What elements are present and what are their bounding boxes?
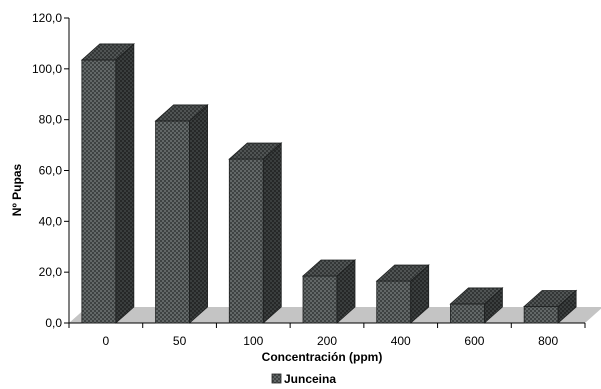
bar — [154, 104, 209, 324]
bar — [523, 289, 578, 324]
bar — [80, 43, 135, 324]
bar-front — [523, 306, 559, 324]
y-tick-label: 80,0 — [39, 113, 63, 127]
labels-layer: 0,0 20,0 40,0 60,0 80,0 100,0 120,0 0 50 100 200 40… — [32, 11, 559, 348]
x-tick-label: 0 — [103, 334, 110, 348]
bar-front — [81, 59, 117, 324]
bar-top — [80, 43, 135, 61]
bar-top — [301, 259, 357, 277]
bar-top — [375, 264, 430, 282]
x-tick-label: 100 — [243, 334, 263, 348]
bar — [375, 264, 430, 324]
bar-top — [154, 104, 209, 122]
x-tick-label: 400 — [391, 334, 411, 348]
bar — [301, 259, 357, 324]
bar-front — [228, 158, 264, 324]
bar-side — [262, 142, 282, 324]
bar-front — [376, 280, 412, 324]
bar — [449, 287, 504, 324]
bar-side — [115, 43, 135, 324]
bars-layer — [80, 43, 578, 324]
x-tick-label: 600 — [464, 334, 484, 348]
bar-side — [189, 104, 208, 324]
legend-label: Junceina — [284, 372, 336, 386]
x-tick-label: 800 — [538, 334, 558, 348]
x-axis-title: Concentración (ppm) — [262, 350, 383, 364]
x-tick-label: 200 — [317, 334, 337, 348]
bar-top — [449, 287, 504, 305]
legend: Junceina — [271, 372, 336, 386]
bar-front — [155, 120, 190, 324]
y-tick-label: 100,0 — [32, 62, 62, 76]
bar-top — [228, 142, 283, 160]
y-tick-label: 20,0 — [39, 265, 63, 279]
legend-swatch — [271, 373, 282, 384]
y-tick-label: 0,0 — [45, 316, 62, 330]
x-tick-label: 50 — [173, 334, 187, 348]
bar-front — [450, 303, 485, 324]
bar-top — [523, 290, 578, 307]
bar-front — [302, 275, 338, 324]
y-tick-label: 60,0 — [39, 164, 63, 178]
bar — [228, 142, 283, 324]
y-axis-title: Nº Pupas — [10, 163, 24, 216]
y-tick-label: 40,0 — [39, 214, 63, 228]
y-tick-label: 120,0 — [32, 11, 62, 25]
